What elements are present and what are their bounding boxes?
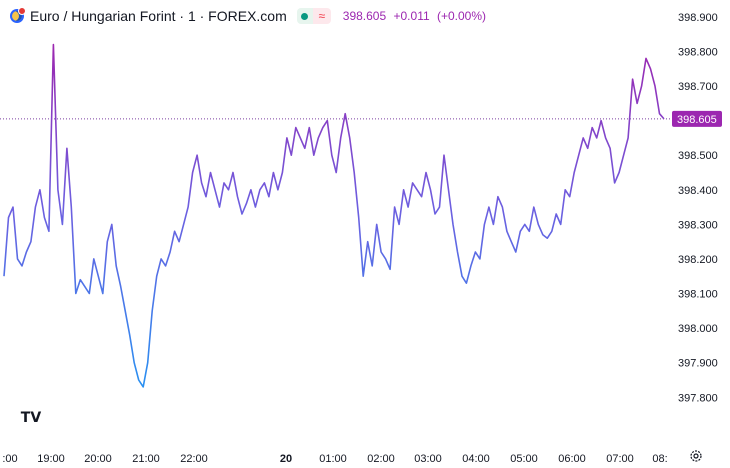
last-value: 398.605 (342, 9, 387, 23)
x-tick-label: 20:00 (84, 453, 112, 465)
x-tick-label: 22:00 (180, 453, 208, 465)
y-tick-label: 398.500 (678, 150, 718, 162)
wave-icon[interactable]: ≈ (312, 8, 331, 24)
last-price-badge (672, 110, 722, 127)
gear-icon[interactable] (689, 449, 703, 463)
y-tick-label: 397.800 (678, 392, 718, 404)
y-tick-label: 398.000 (678, 323, 718, 335)
x-axis: :00 19:00 20:00 21:00 22:00 20 01:00 02:00 03:00… (2, 453, 667, 465)
last-price-label: 398.605 (672, 110, 722, 127)
y-tick-label: 398.900 (678, 12, 718, 24)
quote-values: 398.605 +0.011 (+0.00%) (343, 9, 490, 23)
y-axis: 398.900398.800398.700398.600398.500398.4… (678, 12, 718, 404)
price-series-line (3, 43, 665, 388)
market-open-icon[interactable] (296, 8, 313, 24)
status-badges[interactable]: ≈ (296, 8, 331, 24)
x-tick-label: 05:00 (510, 453, 538, 465)
x-tick-label: 02:00 (367, 453, 395, 465)
y-tick-label: 398.700 (678, 81, 718, 93)
x-tick-label: 07:00 (606, 453, 634, 465)
x-tick-label: 03:00 (414, 453, 442, 465)
y-tick-label: 398.800 (678, 46, 718, 58)
x-tick-label: 19:00 (37, 453, 65, 465)
x-tick-label: 01:00 (319, 453, 347, 465)
change-percent: (+0.00%) (437, 9, 487, 23)
x-tick-label: 20 (280, 453, 292, 465)
y-tick-label: 398.400 (678, 185, 718, 197)
symbol-title[interactable]: Euro / Hungarian Forint · 1 · FOREX.com (30, 8, 287, 24)
change-value: +0.011 (393, 9, 430, 23)
y-tick-label: 398.200 (678, 254, 718, 266)
x-tick-label: 06:00 (558, 453, 586, 465)
tradingview-logo[interactable]: TV (17, 407, 45, 429)
currency-pair-icon[interactable] (10, 7, 26, 23)
x-tick-label: :00 (2, 453, 17, 465)
x-tick-label: 04:00 (462, 453, 490, 465)
y-tick-label: 398.300 (678, 219, 718, 231)
y-tick-label: 397.900 (678, 358, 718, 370)
x-tick-label: 21:00 (132, 453, 160, 465)
legend: Euro / Hungarian Forint · 1 · FOREX.com … (10, 6, 490, 26)
y-tick-label: 398.100 (678, 289, 718, 301)
x-tick-label: 08: (652, 453, 667, 465)
last-price-text: 398.605 (677, 114, 717, 126)
